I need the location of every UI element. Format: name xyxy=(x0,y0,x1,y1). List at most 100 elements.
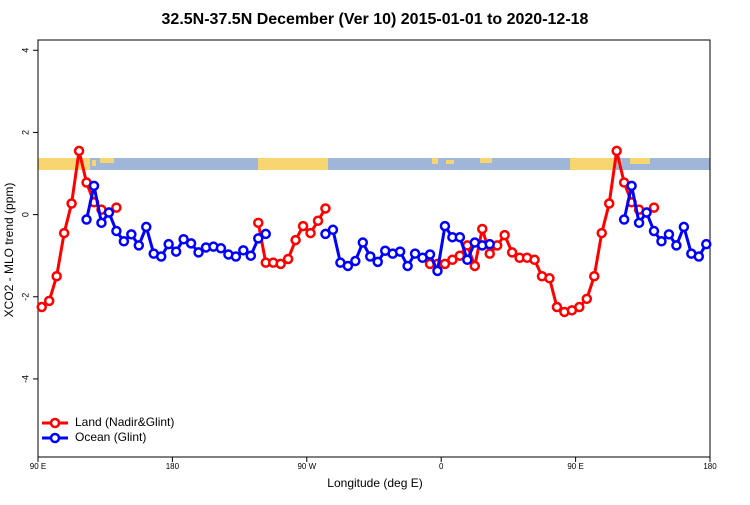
data-point xyxy=(581,293,593,305)
y-tick-label: 2 xyxy=(20,130,30,135)
data-point xyxy=(193,247,204,258)
data-point xyxy=(66,198,77,209)
data-point xyxy=(253,233,264,244)
data-point xyxy=(238,245,249,256)
data-point xyxy=(245,250,257,261)
data-point xyxy=(320,228,331,240)
data-point xyxy=(506,247,518,258)
land-ocean-strip xyxy=(38,158,710,170)
plot-frame xyxy=(37,39,711,458)
data-point xyxy=(439,220,451,232)
data-point xyxy=(447,254,458,266)
data-point xyxy=(402,260,413,272)
y-tick-label: 4 xyxy=(20,48,30,53)
legend-label: Land (Nadir&Glint) xyxy=(75,415,174,429)
y-tick-label: -4 xyxy=(20,375,30,383)
data-point xyxy=(103,207,115,218)
data-point xyxy=(648,202,660,213)
data-point xyxy=(454,250,466,261)
x-tick-label: 90 E xyxy=(30,462,46,471)
data-point xyxy=(133,240,145,251)
legend-label: Ocean (Glint) xyxy=(75,430,146,444)
data-point xyxy=(111,202,122,213)
data-point xyxy=(96,217,107,229)
data-point xyxy=(372,256,383,268)
data-point xyxy=(462,254,473,266)
x-tick-label: 0 xyxy=(439,462,444,471)
data-point xyxy=(357,237,369,248)
data-point xyxy=(312,215,324,227)
data-point xyxy=(394,246,406,257)
data-point xyxy=(633,217,645,229)
data-point xyxy=(499,229,510,241)
data-point xyxy=(641,207,652,218)
data-point xyxy=(589,270,600,282)
data-point xyxy=(350,255,361,267)
data-point xyxy=(365,251,376,262)
data-point xyxy=(454,231,466,243)
data-point xyxy=(484,248,495,259)
data-point xyxy=(170,246,182,257)
x-tick-label: 180 xyxy=(166,462,180,471)
data-point xyxy=(596,227,607,239)
x-tick-label: 90 E xyxy=(567,462,583,471)
data-point xyxy=(282,253,294,265)
data-point xyxy=(305,227,316,239)
x-axis-label: Longitude (deg E) xyxy=(327,476,422,490)
data-point xyxy=(81,214,92,225)
data-point xyxy=(126,229,137,240)
data-point xyxy=(51,270,62,282)
data-point xyxy=(484,238,495,250)
data-point xyxy=(603,198,615,209)
legend-marker xyxy=(49,417,61,429)
data-point xyxy=(551,301,563,313)
data-point xyxy=(141,221,152,233)
data-point xyxy=(529,254,540,266)
x-tick-label: 180 xyxy=(703,462,717,471)
data-point xyxy=(290,234,301,246)
data-point xyxy=(327,224,339,236)
data-point xyxy=(424,249,436,260)
data-point xyxy=(618,214,630,225)
data-point xyxy=(701,238,712,250)
data-point xyxy=(544,273,555,284)
legend-marker xyxy=(49,432,61,444)
chart-title: 32.5N-37.5N December (Ver 10) 2015-01-01… xyxy=(162,11,589,28)
data-point xyxy=(671,240,682,251)
data-point xyxy=(260,228,271,240)
data-point xyxy=(58,227,70,239)
data-point xyxy=(297,220,309,232)
data-point xyxy=(320,203,331,214)
data-point xyxy=(409,248,421,259)
data-point xyxy=(88,180,100,192)
data-point xyxy=(111,225,122,237)
data-point xyxy=(648,225,660,237)
data-point xyxy=(178,234,189,245)
data-point xyxy=(230,251,242,262)
data-point xyxy=(656,236,667,247)
data-point xyxy=(432,265,443,277)
data-point xyxy=(663,229,675,240)
y-axis-label: XCO2 - MLO trend (ppm) xyxy=(2,183,16,318)
data-point xyxy=(163,238,174,250)
data-point xyxy=(118,236,130,247)
data-point xyxy=(275,258,286,270)
data-point xyxy=(693,251,705,262)
data-point xyxy=(73,145,85,157)
data-point xyxy=(155,251,167,262)
data-point xyxy=(215,243,227,254)
data-point xyxy=(574,301,585,313)
data-point xyxy=(253,217,264,229)
data-point xyxy=(611,145,622,157)
data-point xyxy=(36,301,47,313)
data-point xyxy=(469,260,481,272)
y-tick-label: -2 xyxy=(20,293,30,301)
x-tick-label: 90 W xyxy=(297,462,316,471)
data-point xyxy=(342,260,354,272)
data-point xyxy=(43,295,55,307)
data-point xyxy=(439,258,451,270)
y-tick-label: 0 xyxy=(20,212,30,217)
data-point xyxy=(626,180,637,192)
